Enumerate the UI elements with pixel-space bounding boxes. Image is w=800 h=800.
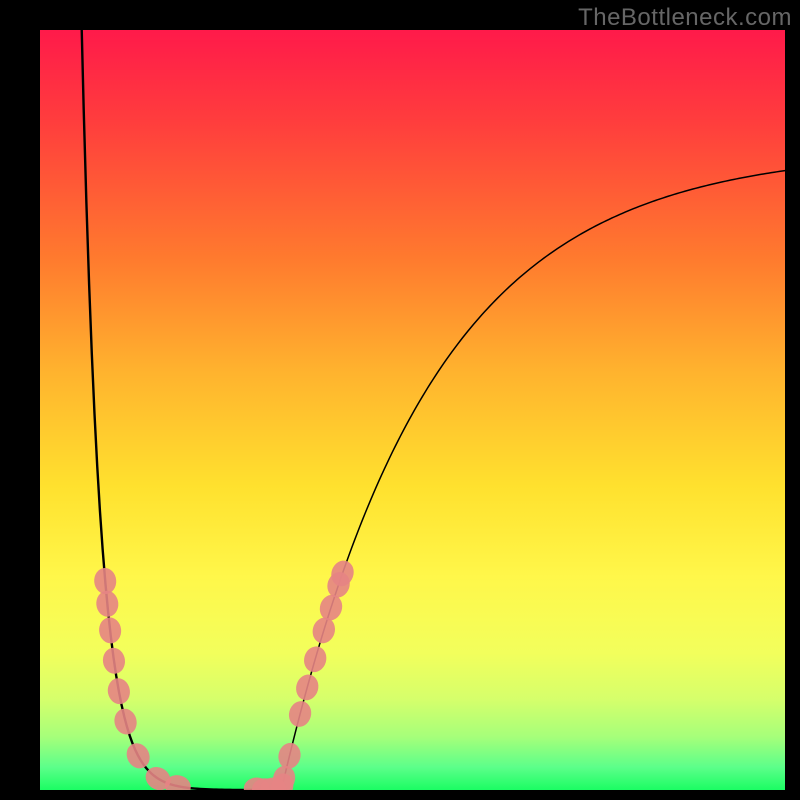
bottleneck-chart — [0, 0, 800, 800]
watermark-text: TheBottleneck.com — [578, 4, 792, 32]
gradient-background — [40, 30, 785, 790]
